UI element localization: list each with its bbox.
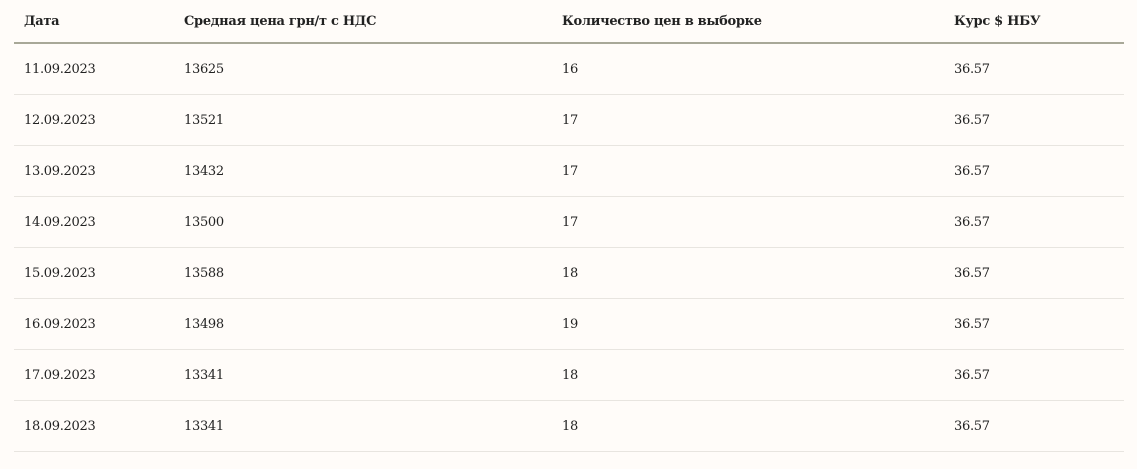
cell-price-count: 18 — [552, 400, 944, 452]
table-row: 12.09.2023 13521 17 36.57 — [14, 94, 1124, 146]
cell-price-count: 16 — [552, 43, 944, 95]
cell-exchange-rate: 36.57 — [944, 349, 1124, 401]
table-header-row: Дата Средная цена грн/т с НДС Количество… — [14, 0, 1124, 44]
cell-price-count: 18 — [552, 349, 944, 401]
cell-date: 17.09.2023 — [14, 349, 174, 401]
table-row: 17.09.2023 13341 18 36.57 — [14, 349, 1124, 401]
header-average-price: Средная цена грн/т с НДС — [174, 0, 552, 44]
cell-price-count: 19 — [552, 298, 944, 350]
cell-exchange-rate: 36.57 — [944, 43, 1124, 95]
price-table: Дата Средная цена грн/т с НДС Количество… — [14, 0, 1124, 452]
cell-average-price: 13498 — [174, 298, 552, 350]
table-row: 18.09.2023 13341 18 36.57 — [14, 400, 1124, 452]
cell-average-price: 13625 — [174, 43, 552, 95]
cell-average-price: 13521 — [174, 94, 552, 146]
cell-price-count: 18 — [552, 247, 944, 299]
table-row: 13.09.2023 13432 17 36.57 — [14, 145, 1124, 197]
cell-exchange-rate: 36.57 — [944, 94, 1124, 146]
cell-exchange-rate: 36.57 — [944, 298, 1124, 350]
cell-exchange-rate: 36.57 — [944, 145, 1124, 197]
cell-date: 12.09.2023 — [14, 94, 174, 146]
cell-average-price: 13432 — [174, 145, 552, 197]
cell-date: 11.09.2023 — [14, 43, 174, 95]
cell-date: 16.09.2023 — [14, 298, 174, 350]
cell-date: 15.09.2023 — [14, 247, 174, 299]
cell-average-price: 13341 — [174, 400, 552, 452]
cell-date: 13.09.2023 — [14, 145, 174, 197]
table-row: 15.09.2023 13588 18 36.57 — [14, 247, 1124, 299]
table-row: 11.09.2023 13625 16 36.57 — [14, 43, 1124, 95]
header-price-count: Количество цен в выборке — [552, 0, 944, 44]
cell-date: 14.09.2023 — [14, 196, 174, 248]
cell-exchange-rate: 36.57 — [944, 196, 1124, 248]
cell-price-count: 17 — [552, 145, 944, 197]
cell-price-count: 17 — [552, 196, 944, 248]
table-row: 16.09.2023 13498 19 36.57 — [14, 298, 1124, 350]
cell-date: 18.09.2023 — [14, 400, 174, 452]
cell-price-count: 17 — [552, 94, 944, 146]
table-row: 14.09.2023 13500 17 36.57 — [14, 196, 1124, 248]
cell-average-price: 13588 — [174, 247, 552, 299]
header-exchange-rate: Курс $ НБУ — [944, 0, 1124, 44]
header-date: Дата — [14, 0, 174, 44]
cell-exchange-rate: 36.57 — [944, 400, 1124, 452]
cell-average-price: 13500 — [174, 196, 552, 248]
cell-average-price: 13341 — [174, 349, 552, 401]
cell-exchange-rate: 36.57 — [944, 247, 1124, 299]
